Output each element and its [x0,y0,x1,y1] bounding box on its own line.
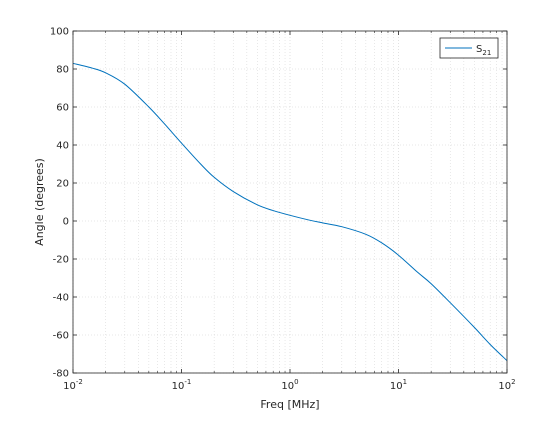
x-tick-label: 10-1 [172,378,192,392]
x-axis-label: Freq [MHz] [260,398,319,411]
x-tick-label: 102 [498,378,515,392]
y-tick-label: 100 [50,27,69,38]
legend-label: S21 [476,44,491,57]
x-tick-label: 101 [390,378,407,392]
y-tick-label: -80 [53,369,69,380]
tick-labels: 10-2 10-1 100 101 102 -80 -60 -40 -20 0 20 40 60 80 10… [50,27,516,393]
y-axis-label: Angle (degrees) [33,158,46,246]
series-layer [72,62,508,362]
y-tick-label: -60 [53,331,69,342]
grid [72,30,508,374]
y-tick-label: 20 [56,179,69,190]
x-tick-label: 10-2 [63,378,83,392]
y-tick-label: 0 [63,217,69,228]
y-tick-label: 80 [56,65,69,76]
x-tick-label: 100 [281,378,298,392]
legend: S21 [439,37,499,59]
y-tick-label: -20 [53,255,69,266]
series-line [72,62,508,362]
y-tick-label: 40 [56,141,69,152]
y-tick-label: -40 [53,293,69,304]
axes [72,30,508,374]
y-tick-label: 60 [56,103,69,114]
